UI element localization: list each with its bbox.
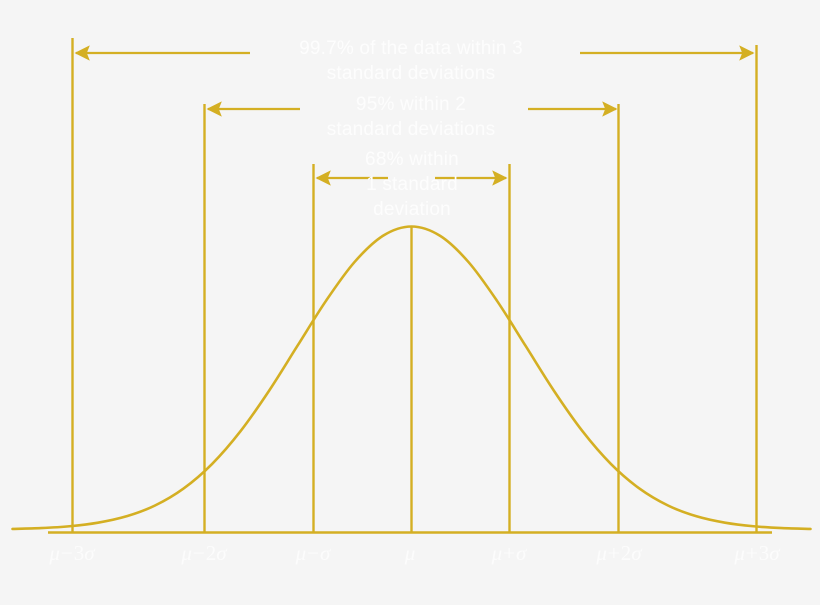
tick-op-glyph: − xyxy=(192,541,205,565)
tick-sigma-glyph: σ xyxy=(216,541,227,565)
x-tick-label-mu-minus-2sigma: μ−2σ xyxy=(181,542,226,564)
tick-mu-glyph: μ xyxy=(596,541,607,565)
tick-op-glyph: + xyxy=(607,541,620,565)
x-tick-label-mu-minus-3sigma: μ−3σ xyxy=(49,542,94,564)
tick-coef-glyph: 3 xyxy=(73,541,85,565)
tick-mu-glyph: μ xyxy=(49,541,60,565)
tick-coef-glyph: 3 xyxy=(758,541,770,565)
tick-sigma-glyph: σ xyxy=(769,541,780,565)
x-tick-label-mu-plus-1sigma: μ+σ xyxy=(492,542,527,564)
tick-sigma-glyph: σ xyxy=(84,541,95,565)
tick-sigma-glyph: σ xyxy=(631,541,642,565)
tick-mu-glyph: μ xyxy=(181,541,192,565)
tick-mu-glyph: μ xyxy=(491,541,503,565)
tick-coef-glyph: 2 xyxy=(620,541,632,565)
bell-curve-path xyxy=(11,225,812,531)
tick-sigma-glyph: σ xyxy=(516,541,527,565)
tick-mu-glyph: μ xyxy=(295,541,307,565)
tick-op-glyph: − xyxy=(60,541,73,565)
tick-op-glyph xyxy=(415,541,417,565)
tick-op-glyph: + xyxy=(745,541,758,565)
tick-mu-glyph: μ xyxy=(734,541,745,565)
tick-op-glyph: − xyxy=(307,541,320,565)
tick-sigma-glyph: σ xyxy=(320,541,331,565)
x-tick-label-mu: μ xyxy=(405,542,418,564)
tick-coef-glyph: 2 xyxy=(205,541,217,565)
tick-mu-glyph: μ xyxy=(404,541,416,565)
x-tick-label-mu-plus-3sigma: μ+3σ xyxy=(734,542,779,564)
x-tick-label-mu-minus-1sigma: μ−σ xyxy=(296,542,331,564)
tick-op-glyph: + xyxy=(503,541,516,565)
x-tick-label-mu-plus-2sigma: μ+2σ xyxy=(596,542,641,564)
